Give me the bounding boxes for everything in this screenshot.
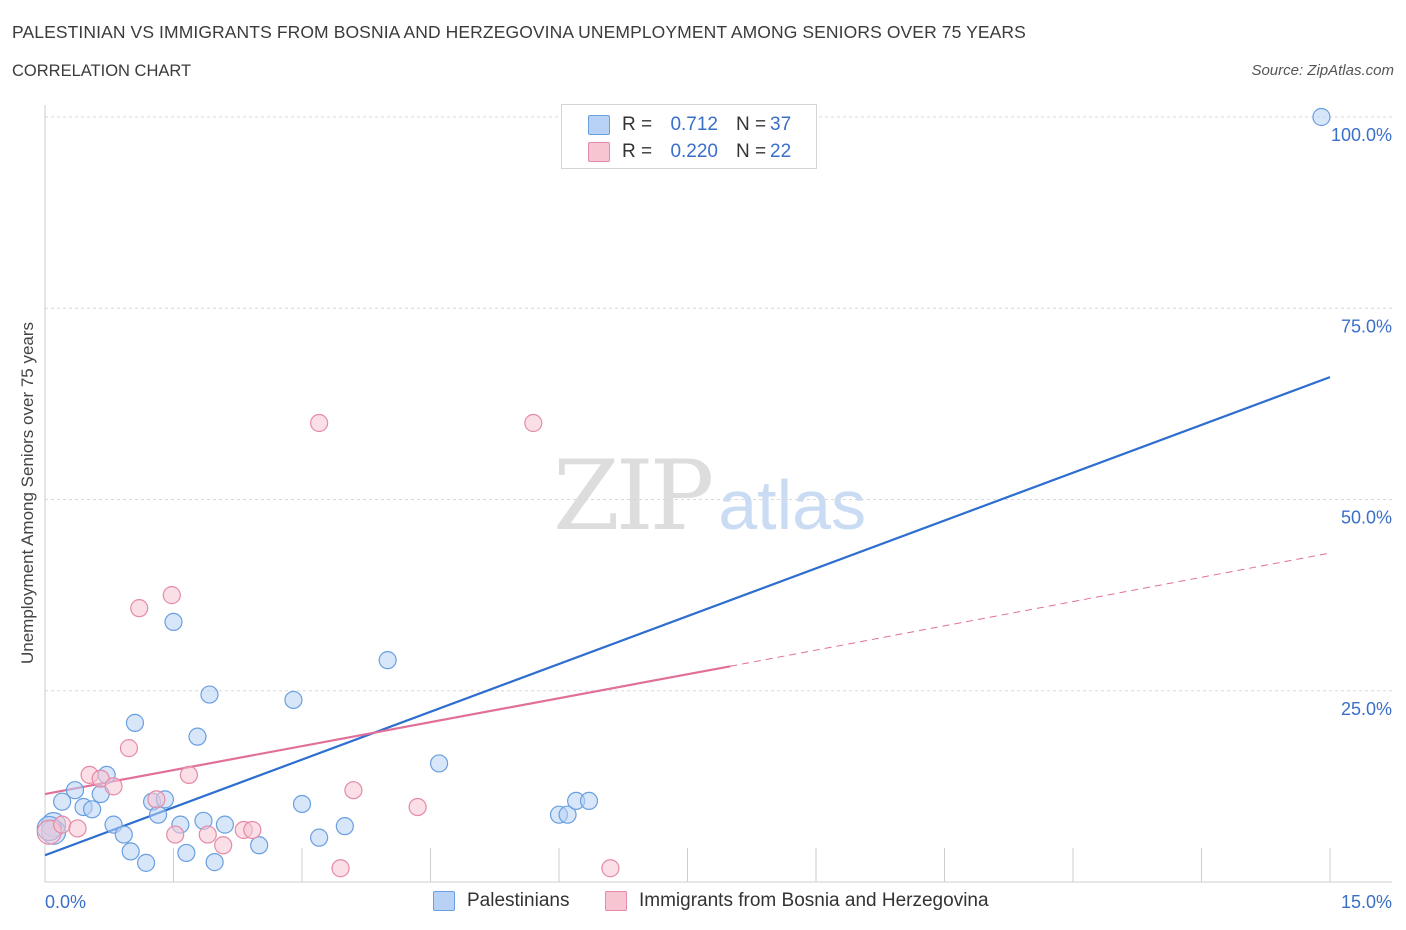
point-palestinians	[53, 792, 72, 811]
legend-n-label: N =	[736, 141, 767, 162]
legend-r-value: 0.220	[670, 141, 718, 162]
trendline-bosnia	[730, 552, 1331, 667]
source-label: Source: ZipAtlas.com	[1251, 62, 1394, 79]
point-bosnia	[147, 790, 166, 809]
series-label-bosnia: Immigrants from Bosnia and Herzegovina	[639, 890, 989, 911]
point-bosnia	[53, 815, 72, 834]
y-tick-label: 25.0%	[1341, 699, 1392, 719]
x-tick-label: 15.0%	[1341, 892, 1392, 912]
point-bosnia	[68, 819, 87, 838]
point-palestinians	[121, 842, 140, 861]
point-palestinians	[200, 685, 219, 704]
point-palestinians	[188, 727, 207, 746]
point-bosnia	[198, 825, 217, 844]
legend-swatch-pink	[588, 142, 610, 162]
trendlines	[44, 376, 1331, 857]
y-axis-label: Unemployment Among Seniors over 75 years	[18, 321, 37, 665]
series-swatch-blue	[433, 891, 455, 911]
point-bosnia	[524, 413, 543, 433]
trendline-bosnia	[44, 665, 731, 796]
point-bosnia	[408, 797, 427, 817]
point-bosnia	[214, 836, 233, 855]
watermark: ZIP atlas	[553, 440, 866, 552]
point-palestinians	[83, 800, 102, 819]
series-legend-palestinians[interactable]: Palestinians	[433, 890, 569, 912]
point-bosnia	[130, 599, 149, 618]
point-palestinians	[292, 794, 312, 814]
point-palestinians	[125, 713, 145, 732]
chart-subtitle: CORRELATION CHART	[12, 62, 192, 80]
point-bosnia	[601, 859, 620, 878]
y-tick-label: 100.0%	[1331, 125, 1392, 145]
point-palestinians	[148, 805, 168, 824]
legend-swatch-blue	[588, 115, 610, 135]
point-bosnia	[344, 781, 363, 800]
point-palestinians	[114, 825, 133, 844]
point-bosnia	[104, 777, 123, 796]
point-palestinians	[558, 805, 577, 824]
point-bosnia	[162, 586, 181, 605]
y-tick-label: 50.0%	[1341, 508, 1392, 528]
point-palestinians	[65, 781, 85, 800]
chart-title: PALESTINIAN VS IMMIGRANTS FROM BOSNIA AN…	[12, 22, 1026, 42]
legend-n-value: 37	[770, 114, 792, 135]
point-palestinians	[310, 828, 329, 847]
axes	[44, 105, 1392, 883]
legend-r-value: 0.712	[670, 114, 718, 135]
watermark-zip: ZIP	[553, 440, 714, 552]
point-bosnia	[179, 765, 199, 785]
legend-r-label: R =	[622, 114, 653, 135]
tick-labels: 25.0% 50.0% 75.0% 100.0% 0.0% 15.0%	[45, 125, 1392, 912]
point-palestinians	[284, 690, 303, 710]
series-swatch-pink	[605, 891, 627, 911]
y-tick-label: 75.0%	[1341, 316, 1392, 336]
legend-r-label: R =	[622, 141, 653, 162]
point-palestinians	[579, 791, 599, 811]
point-bosnia	[243, 820, 262, 840]
point-palestinians	[205, 853, 224, 872]
point-bosnia	[166, 825, 185, 844]
legend-row-bosnia: R = 0.220 N = 22	[588, 140, 791, 164]
series-label-palestinians: Palestinians	[467, 890, 570, 911]
point-palestinians	[215, 815, 234, 834]
watermark-atlas: atlas	[718, 466, 867, 544]
series-legend: Palestinians Immigrants from Bosnia and …	[0, 888, 1406, 916]
point-palestinians	[164, 612, 183, 632]
points	[36, 107, 1331, 878]
point-bosnia	[119, 739, 139, 758]
point-palestinians	[429, 754, 449, 773]
legend-row-palestinians: R = 0.712 N = 37	[588, 113, 791, 137]
point-palestinians	[136, 853, 156, 872]
point-palestinians	[177, 843, 196, 863]
trendline-palestinians	[44, 376, 1331, 857]
x-tick-label: 0.0%	[45, 892, 86, 912]
point-bosnia	[331, 859, 350, 878]
point-palestinians	[1312, 107, 1331, 127]
legend-n-label: N =	[736, 114, 767, 135]
grid	[45, 116, 1392, 692]
point-palestinians	[335, 817, 354, 836]
correlation-legend: R = 0.712 N = 37 R = 0.220 N = 22	[561, 104, 817, 169]
legend-n-value: 22	[770, 141, 792, 162]
series-legend-bosnia[interactable]: Immigrants from Bosnia and Herzegovina	[605, 890, 989, 912]
point-palestinians	[378, 651, 397, 670]
point-palestinians	[250, 836, 269, 855]
point-bosnia	[310, 413, 329, 433]
